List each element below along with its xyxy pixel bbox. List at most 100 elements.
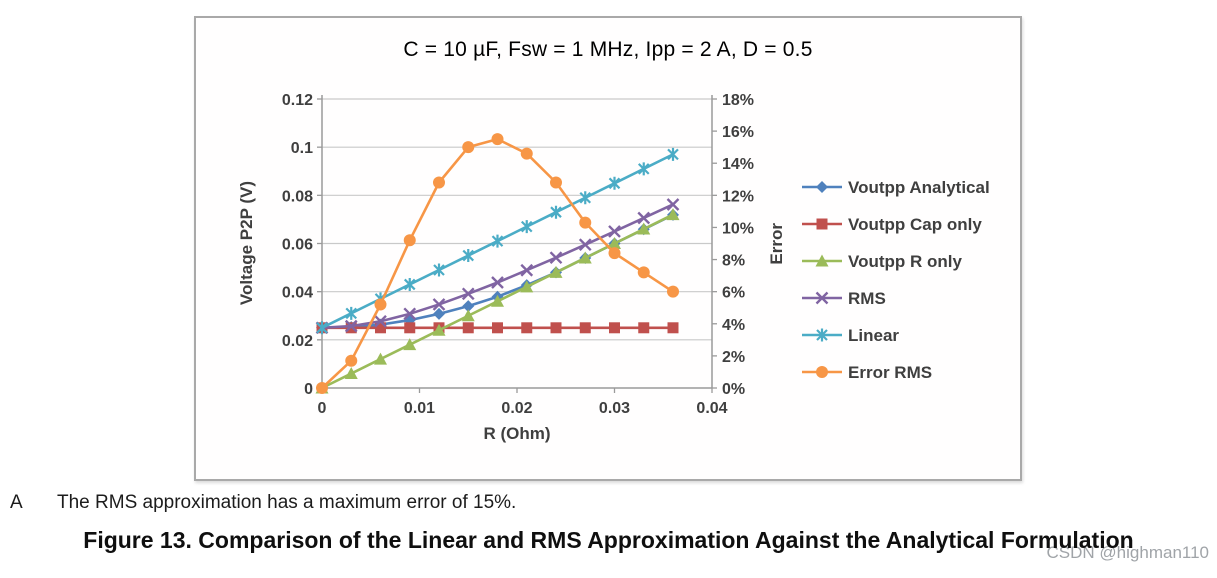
series-marker-voutpp-r-only: [608, 237, 621, 249]
series-marker-voutpp-r-only: [578, 251, 592, 264]
series-marker-voutpp-cap-only: [550, 322, 562, 334]
series-marker-linear: [345, 306, 358, 320]
series-marker-rms: [549, 251, 563, 265]
x-axis-tick-label: 0.02: [501, 400, 532, 417]
series-marker-rms: [491, 276, 504, 289]
series-marker-rms: [374, 314, 387, 328]
right-axis-tick-label: 14%: [722, 156, 754, 173]
right-axis-tick-label: 0%: [722, 381, 745, 398]
series-marker-linear: [637, 162, 650, 176]
series-marker-linear: [491, 234, 504, 248]
series-marker-error-rms: [374, 298, 387, 311]
x-axis-tick-label: 0.01: [404, 400, 435, 417]
series-marker-rms: [461, 287, 475, 301]
left-axis-tick-label: 0.08: [282, 188, 313, 205]
series-marker-voutpp-r-only: [432, 323, 446, 336]
legend-label: Voutpp Analytical: [848, 178, 990, 197]
series-marker-linear: [433, 263, 445, 277]
series-marker-error-rms: [608, 247, 621, 260]
x-axis-tick-label: 0.04: [696, 400, 727, 417]
series-marker-rms: [403, 307, 417, 321]
series-marker-voutpp-r-only: [666, 208, 680, 221]
series-marker-voutpp-r-only: [374, 352, 387, 365]
series-marker-linear: [667, 147, 679, 161]
series-marker-voutpp-cap-only: [579, 322, 591, 334]
figure-panel: C = 10 µF, Fsw = 1 MHz, Ipp = 2 A, D = 0…: [194, 16, 1022, 481]
right-axis-tick-label: 8%: [722, 253, 745, 270]
legend-marker: [816, 218, 828, 230]
legend-marker: [816, 366, 828, 378]
x-axis-tick-label: 0.03: [599, 400, 630, 417]
legend-marker: [816, 181, 828, 193]
left-axis-tick-label: 0.1: [291, 140, 313, 157]
series-marker-voutpp-r-only: [344, 367, 358, 380]
series-marker-rms: [344, 319, 358, 333]
right-axis-tick-label: 6%: [722, 285, 745, 302]
series-marker-voutpp-r-only: [461, 309, 475, 322]
series-marker-linear: [316, 321, 328, 335]
footnote-text: The RMS approximation has a maximum erro…: [57, 492, 517, 513]
series-marker-voutpp-cap-only: [609, 322, 620, 334]
right-axis-tick-label: 18%: [722, 92, 754, 109]
right-axis-tick-label: 16%: [722, 124, 754, 141]
series-marker-voutpp-cap-only: [521, 322, 533, 334]
series-marker-error-rms: [433, 176, 445, 189]
series-marker-error-rms: [550, 176, 562, 189]
legend-marker: [816, 328, 828, 342]
series-marker-error-rms: [345, 354, 358, 367]
left-axis-tick-label: 0.12: [282, 92, 313, 109]
series-marker-error-rms: [491, 133, 504, 146]
left-axis-tick-label: 0.04: [282, 285, 313, 302]
series-line-rms: [320, 203, 675, 330]
left-axis-tick-label: 0.02: [282, 333, 313, 350]
series-marker-error-rms: [637, 266, 650, 279]
legend-label: Voutpp Cap only: [848, 215, 982, 234]
series-marker-error-rms: [316, 382, 328, 394]
right-axis-tick-label: 10%: [722, 220, 754, 237]
series-marker-rms: [666, 198, 680, 211]
chart-title: C = 10 µF, Fsw = 1 MHz, Ipp = 2 A, D = 0…: [403, 38, 813, 61]
right-axis-tick-label: 12%: [722, 188, 754, 205]
x-axis-tick-label: 0: [318, 400, 327, 417]
left-axis-tick-label: 0: [304, 381, 313, 398]
series-marker-voutpp-r-only: [520, 280, 534, 293]
watermark: CSDN @highman110: [1046, 543, 1209, 562]
right-axis-tick-label: 4%: [722, 317, 745, 334]
series-marker-voutpp-analytical: [462, 300, 475, 313]
series-line-voutpp-analytical: [320, 213, 675, 330]
right-axis-tick-label: 2%: [722, 349, 745, 366]
series-line-error-rms: [320, 137, 675, 390]
legend-marker: [815, 254, 829, 267]
series-marker-voutpp-r-only: [403, 338, 417, 351]
series-marker-linear: [550, 205, 562, 219]
left-axis-tick-label: 0.06: [282, 237, 313, 254]
chart-plot-area: 0 0.02 0.04 0.06 0.08 0.1 0.12 0% 2% 4% 6% 8% 10% 12%…: [282, 92, 990, 417]
figure-footnote: A The RMS approximation has a maximum err…: [10, 492, 516, 514]
series-marker-error-rms: [667, 285, 679, 298]
series-marker-voutpp-r-only: [549, 265, 563, 278]
series-marker-linear: [579, 191, 592, 205]
x-axis-title: R (Ohm): [483, 424, 551, 443]
series-marker-rms: [608, 225, 621, 238]
series-marker-error-rms: [579, 216, 592, 229]
series-marker-linear: [520, 220, 533, 234]
series-marker-rms: [432, 298, 446, 311]
series-marker-error-rms: [462, 141, 475, 154]
series-marker-error-rms: [520, 147, 533, 160]
series-marker-voutpp-cap-only: [638, 322, 650, 334]
legend-marker: [815, 291, 829, 305]
legend-label: Voutpp R only: [848, 252, 962, 271]
series-marker-voutpp-cap-only: [462, 322, 474, 334]
legend-label: RMS: [848, 289, 886, 308]
series-marker-linear: [608, 176, 621, 190]
figure-caption: Figure 13. Comparison of the Linear and …: [83, 527, 1134, 553]
legend-label: Linear: [848, 326, 899, 345]
series-marker-rms: [578, 238, 592, 252]
series-marker-voutpp-r-only: [491, 294, 504, 307]
series-marker-rms: [520, 263, 534, 277]
series-marker-voutpp-cap-only: [404, 322, 416, 334]
series-marker-voutpp-cap-only: [375, 322, 386, 334]
series-marker-voutpp-r-only: [637, 222, 651, 235]
series-marker-voutpp-cap-only: [667, 322, 679, 334]
